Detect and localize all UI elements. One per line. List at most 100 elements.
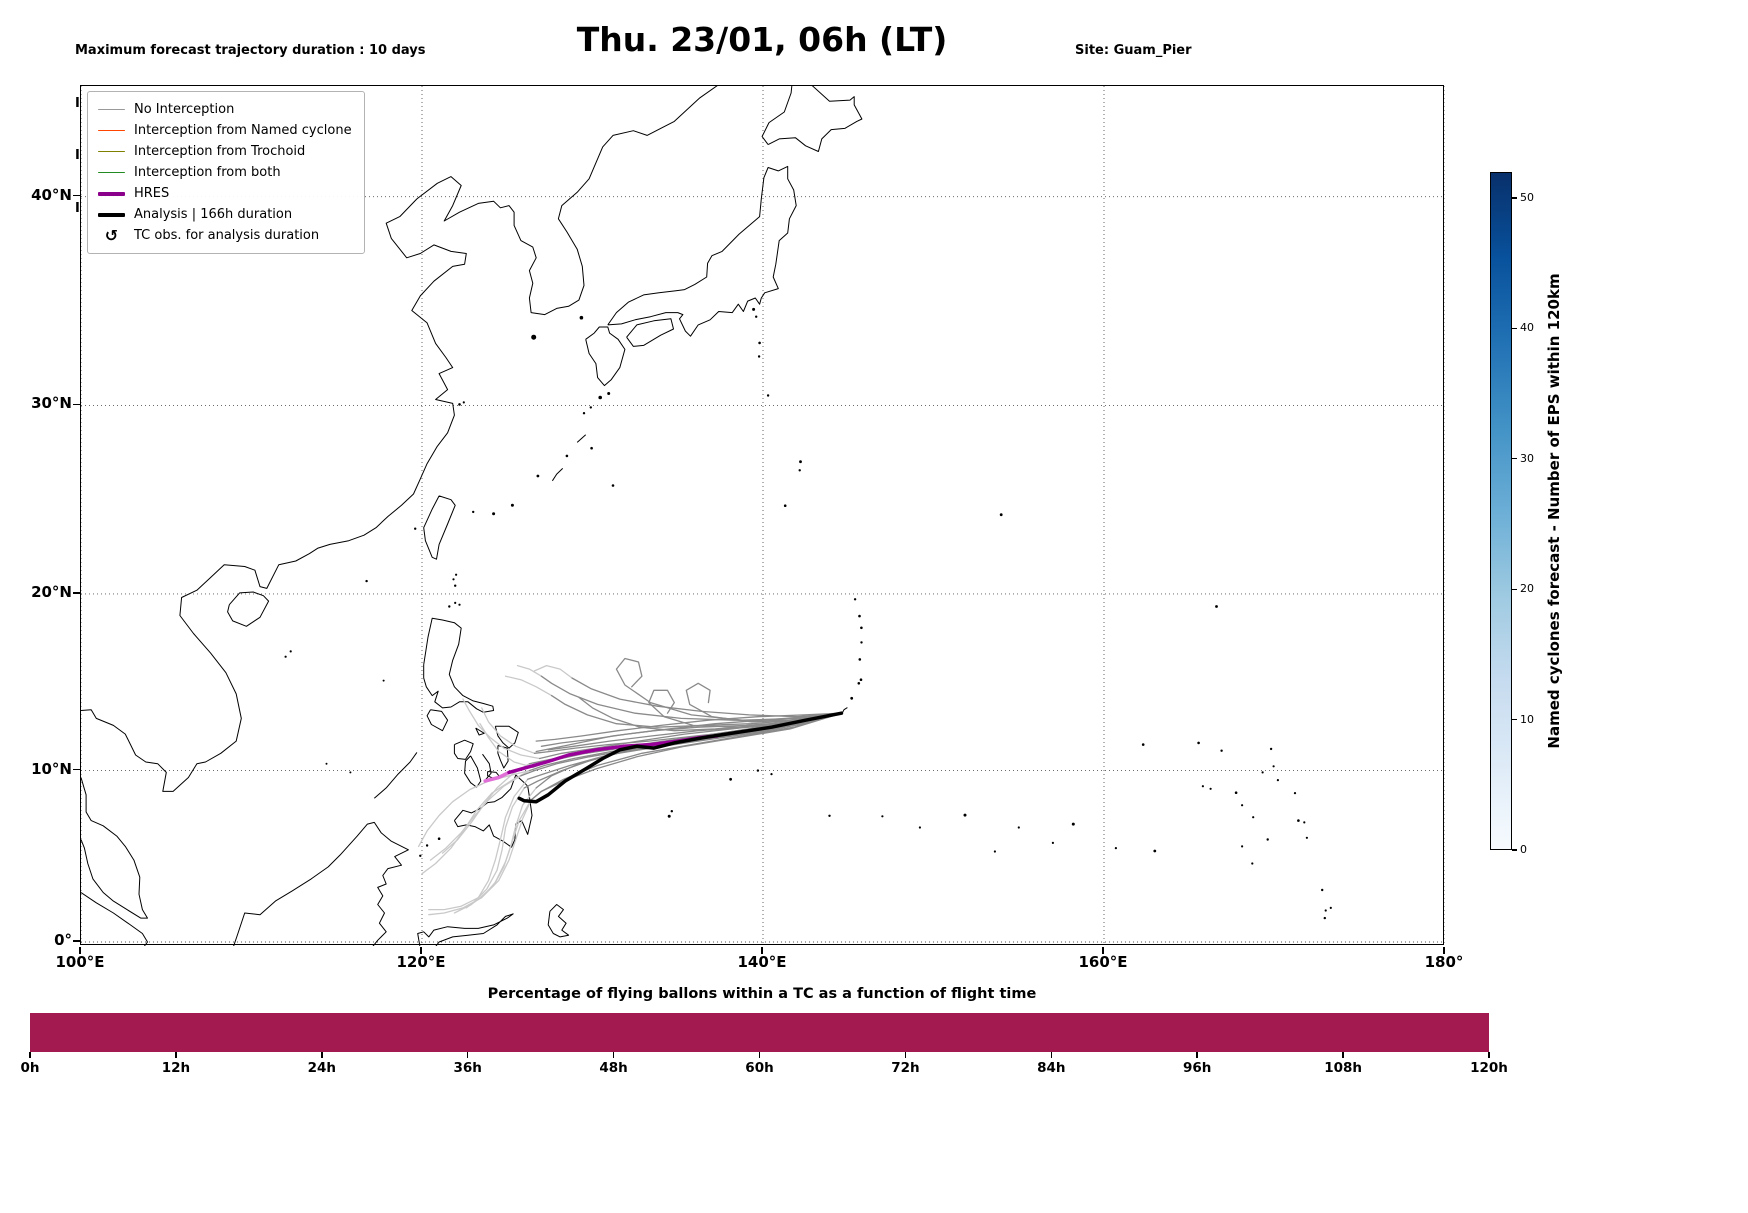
island-dot — [536, 474, 540, 478]
map-legend: No Interception Interception from Named c… — [87, 91, 365, 254]
colorbar-label: Named cyclones forecast - Number of EPS … — [1545, 273, 1563, 749]
island-dot — [1276, 779, 1279, 782]
island-dot — [1114, 847, 1117, 850]
island-dot — [667, 814, 671, 818]
lon-tick-label: 160°E — [1078, 953, 1128, 971]
bottom-axis-tick-label: 108h — [1324, 1060, 1362, 1076]
island-dot — [365, 579, 368, 583]
island-dot — [766, 394, 770, 397]
island-dot — [590, 446, 593, 450]
island-dot — [850, 696, 854, 700]
colorbar-tick-mark — [1512, 849, 1517, 851]
bottom-axis-tick-label: 60h — [745, 1060, 774, 1076]
bottom-axis-tick-label: 84h — [1037, 1060, 1066, 1076]
lat-tick-label: 10°N — [31, 759, 72, 778]
trajectory-no-interception-faded — [516, 664, 543, 677]
colorbar-tick-label: 0 — [1520, 843, 1527, 856]
bottom-axis-tick-label: 48h — [599, 1060, 628, 1076]
island-dot — [425, 844, 429, 847]
bottom-axis-tick-mark — [321, 1052, 323, 1058]
legend-item-label: Analysis | 166h duration — [134, 207, 293, 222]
island-dot — [1251, 862, 1254, 865]
lat-tick-mark — [73, 592, 80, 594]
coastline — [761, 86, 863, 152]
island-dot — [1324, 909, 1327, 912]
island-dot — [607, 392, 611, 395]
island-dot — [1241, 804, 1244, 807]
legend-item: Interception from Named cyclone — [98, 120, 352, 141]
island-dot — [419, 854, 422, 857]
island-dot — [756, 769, 760, 772]
bottom-axis-tick-mark — [612, 1052, 615, 1058]
trajectory-no-interception-faded — [477, 778, 529, 899]
island-dot — [472, 510, 475, 514]
island-dot — [458, 603, 461, 606]
coastline — [494, 725, 519, 749]
legend-item: Interception from both — [98, 162, 352, 183]
lon-tick-label: 180° — [1424, 953, 1464, 971]
island-dot — [1197, 741, 1200, 745]
lat-tick-label: 40°N — [31, 185, 72, 204]
lat-tick-mark — [73, 194, 80, 197]
island-dot — [857, 682, 861, 685]
coastline — [626, 318, 674, 347]
island-dot — [1234, 791, 1238, 794]
trajectory-analysis — [517, 711, 844, 804]
bottom-chart-title: Percentage of flying ballons within a TC… — [487, 986, 1037, 1002]
island-dot — [963, 813, 967, 817]
legend-item: HRES — [98, 183, 352, 204]
bottom-axis-tick-label: 24h — [307, 1060, 336, 1076]
island-dot — [582, 412, 586, 415]
coastline — [453, 739, 474, 760]
island-dot — [758, 341, 761, 345]
tc-obs-icon: ↺ — [104, 225, 119, 245]
trajectory-hres-tail — [483, 770, 511, 783]
island-dot — [284, 655, 287, 658]
island-dot — [1201, 785, 1204, 788]
coastline — [233, 821, 409, 946]
bottom-axis-tick-mark — [175, 1052, 177, 1058]
bottom-axis-tick-mark — [904, 1052, 907, 1058]
island-dot — [860, 641, 863, 644]
island-dot — [1017, 826, 1020, 829]
island-dot — [1266, 838, 1269, 841]
lat-tick-label: 20°N — [31, 582, 72, 601]
legend-line-swatch — [98, 191, 125, 196]
bottom-axis-tick-mark — [1050, 1052, 1053, 1058]
island-dot — [382, 679, 385, 682]
coastline — [547, 904, 570, 938]
island-dot — [1153, 849, 1157, 853]
coastline — [417, 913, 514, 946]
lon-tick-mark — [1102, 946, 1104, 954]
colorbar-tick-mark — [1512, 197, 1517, 199]
island-dot — [1141, 743, 1145, 746]
coastline — [81, 892, 148, 946]
island-dot — [289, 650, 292, 653]
island-dot — [1051, 841, 1054, 845]
lon-tick-label: 120°E — [396, 953, 446, 971]
coastline — [81, 777, 148, 919]
legend-item-label: TC obs. for analysis duration — [134, 228, 320, 243]
trajectory-no-interception-faded — [428, 897, 479, 911]
bottom-axis-tick-label: 0h — [20, 1060, 40, 1076]
legend-line-swatch — [98, 129, 125, 132]
coastline — [81, 86, 718, 792]
island-dot — [454, 584, 457, 587]
trajectory-no-interception-faded — [453, 787, 525, 914]
colorbar-tick-label: 50 — [1520, 191, 1534, 205]
lat-tick-label: 0° — [54, 931, 72, 949]
island-dot — [1329, 906, 1332, 910]
bottom-axis-tick-mark — [29, 1052, 31, 1058]
legend-item-label: No Interception — [134, 102, 235, 117]
island-dot — [1269, 747, 1273, 751]
trajectory-no-interception — [535, 712, 843, 753]
island-dot — [918, 826, 922, 829]
island-dot — [860, 626, 863, 630]
island-dot — [349, 771, 352, 774]
island-dot — [999, 513, 1003, 517]
island-dot — [1323, 916, 1327, 920]
lat-tick-mark — [73, 940, 80, 942]
bottom-axis-tick-mark — [758, 1052, 761, 1058]
island-dot — [437, 837, 441, 840]
